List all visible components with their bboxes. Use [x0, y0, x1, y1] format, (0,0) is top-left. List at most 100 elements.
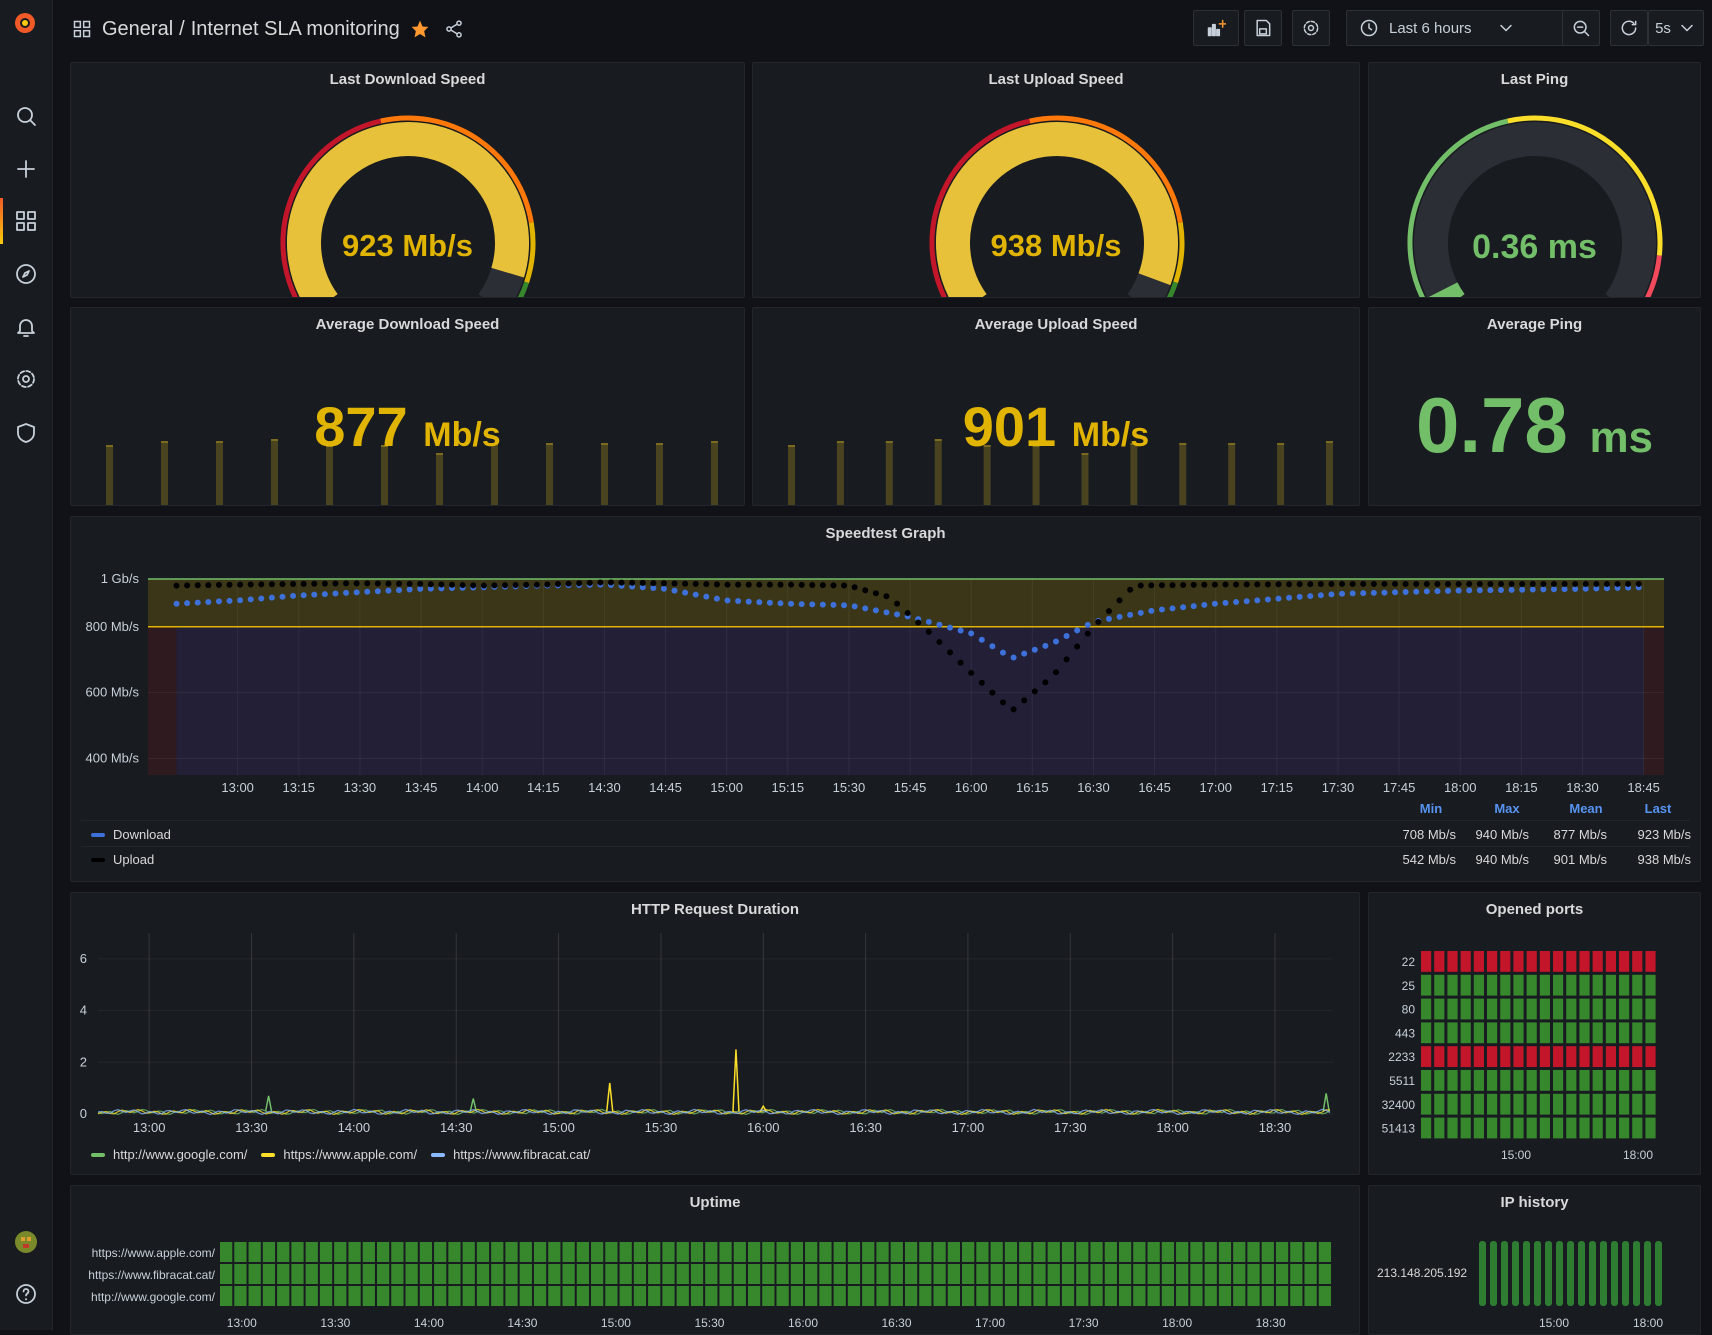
alerting-icon[interactable] — [11, 312, 41, 342]
panel-speedtest-graph[interactable]: Speedtest Graph 13:00 13:15 13:30 13:45 14:0… — [70, 516, 1701, 882]
panel-opened-ports[interactable]: Opened ports 22 25 80 443 2233 5511 32400 51413… — [1368, 892, 1701, 1175]
panel-last-upload[interactable]: Last Upload Speed 938 Mb/s — [752, 62, 1360, 298]
dashboards-icon[interactable] — [11, 206, 41, 236]
panel-ip-history[interactable]: IP history 213.148.205.192 15:00 18:00 — [1368, 1185, 1701, 1335]
spark-bar — [1326, 441, 1333, 505]
legend-item[interactable]: https://www.fibracat.cat/ — [431, 1147, 590, 1162]
state-cell — [947, 1286, 960, 1306]
help-icon[interactable] — [11, 1279, 41, 1309]
series-point — [947, 624, 954, 631]
state-cell — [1500, 1093, 1511, 1115]
legend-header-mean[interactable]: Mean — [1569, 801, 1603, 816]
gauge-fill — [1428, 282, 1465, 297]
series-point — [1190, 581, 1197, 588]
time-picker-button[interactable]: Last 6 hours — [1346, 10, 1564, 46]
series-point — [1031, 646, 1038, 653]
state-cell — [605, 1242, 618, 1262]
panel-last-download[interactable]: Last Download Speed 923 Mb/s — [70, 62, 745, 298]
state-cell — [1605, 1093, 1616, 1115]
series-point — [1328, 580, 1335, 587]
state-cell — [676, 1242, 689, 1262]
x-tick-label: 18:00 — [1444, 780, 1477, 795]
spark-bar — [788, 445, 795, 505]
legend-item[interactable]: https://www.apple.com/ — [261, 1147, 417, 1162]
series-point — [311, 591, 318, 598]
zoom-out-button[interactable] — [1562, 10, 1600, 46]
panel-last-ping[interactable]: Last Ping 0.36 ms — [1368, 62, 1701, 298]
ip-history-chart[interactable]: 15:00 18:00 — [1369, 1186, 1701, 1335]
legend-header-max[interactable]: Max — [1494, 801, 1520, 816]
state-cell — [1061, 1242, 1075, 1262]
grafana-logo-icon[interactable] — [10, 8, 40, 38]
state-cell — [1487, 1117, 1498, 1139]
state-cell — [933, 1286, 946, 1306]
dashboard-title[interactable]: Internet SLA monitoring — [190, 17, 400, 40]
state-cell — [619, 1264, 632, 1284]
state-cell — [234, 1264, 247, 1284]
shield-icon[interactable] — [11, 418, 41, 448]
series-point — [353, 580, 360, 587]
series-point — [957, 659, 964, 666]
explore-icon[interactable] — [11, 259, 41, 289]
state-cell — [248, 1264, 261, 1284]
series-point — [989, 689, 996, 696]
refresh-interval-picker[interactable]: 5s — [1648, 10, 1704, 46]
spark-bar — [656, 443, 663, 505]
add-panel-button[interactable] — [1193, 10, 1239, 46]
x-tick-label: 13:30 — [235, 1120, 268, 1135]
state-cell — [1247, 1286, 1260, 1306]
state-cell — [1421, 1117, 1432, 1139]
state-cell — [1539, 998, 1550, 1020]
legend-item-upload[interactable]: Upload — [91, 852, 154, 867]
speedtest-chart[interactable]: 13:00 13:15 13:30 13:45 14:00 14:15 14:30 14:45… — [71, 517, 1701, 802]
state-cell — [1553, 951, 1564, 972]
panel-title: Speedtest Graph — [825, 525, 946, 542]
legend-divider — [81, 820, 1690, 821]
opened-ports-chart[interactable]: 22 25 80 443 2233 5511 32400 51413 15:00 18:00 — [1369, 893, 1701, 1175]
state-cell — [1460, 974, 1471, 996]
panel-avg-ping[interactable]: Average Ping 0.78 ms — [1368, 307, 1701, 506]
panel-title: HTTP Request Duration — [630, 901, 800, 918]
legend-header-last[interactable]: Last — [1644, 801, 1672, 816]
series-point — [682, 589, 689, 596]
refresh-button[interactable] — [1610, 10, 1648, 46]
state-cell — [1447, 1117, 1458, 1139]
state-cell — [1218, 1242, 1232, 1262]
dashboard-settings-button[interactable] — [1292, 10, 1330, 46]
save-dashboard-button[interactable] — [1244, 10, 1282, 46]
panel-uptime[interactable]: Uptime https://www.apple.com/https://www… — [70, 1185, 1360, 1335]
uptime-chart[interactable]: https://www.apple.com/https://www.fibrac… — [71, 1186, 1360, 1335]
panel-avg-download[interactable]: Average Download Speed 877 Mb/s — [70, 307, 745, 506]
series-point — [1074, 627, 1081, 634]
series-point — [1010, 706, 1017, 713]
state-cell — [405, 1286, 418, 1306]
series-point — [1190, 603, 1197, 610]
ip-state-bar — [1644, 1241, 1651, 1306]
state-cell — [334, 1286, 347, 1306]
panel-avg-upload[interactable]: Average Upload Speed 901 Mb/s — [752, 307, 1360, 506]
share-icon[interactable] — [444, 19, 464, 39]
state-cell — [1553, 998, 1564, 1020]
avatar[interactable] — [11, 1227, 41, 1257]
state-cell — [1605, 951, 1616, 972]
http-duration-chart[interactable]: 13:00 13:30 14:00 14:30 15:00 15:30 16:00 16:30… — [71, 893, 1360, 1143]
state-cell — [1076, 1286, 1089, 1306]
star-icon[interactable] — [410, 19, 430, 39]
state-cell — [1434, 998, 1445, 1020]
configuration-icon[interactable] — [11, 364, 41, 394]
folder-link[interactable]: General — [102, 17, 174, 40]
legend-value: 708 Mb/s — [1402, 827, 1456, 842]
state-cell — [690, 1242, 704, 1262]
search-icon[interactable] — [11, 101, 41, 131]
legend-header-min[interactable]: Min — [1419, 801, 1443, 816]
legend-item-download[interactable]: Download — [91, 827, 171, 842]
plus-icon[interactable] — [11, 154, 41, 184]
x-tick-label: 16:00 — [955, 780, 988, 795]
series-point — [597, 579, 604, 586]
state-cell — [1434, 1022, 1445, 1044]
state-cell — [505, 1264, 518, 1284]
panel-http-request-duration[interactable]: HTTP Request Duration 13:00 13:30 14:00 14:… — [70, 892, 1360, 1175]
series-point — [173, 582, 180, 589]
legend-item[interactable]: http://www.google.com/ — [91, 1147, 247, 1162]
series-point — [1497, 580, 1504, 587]
